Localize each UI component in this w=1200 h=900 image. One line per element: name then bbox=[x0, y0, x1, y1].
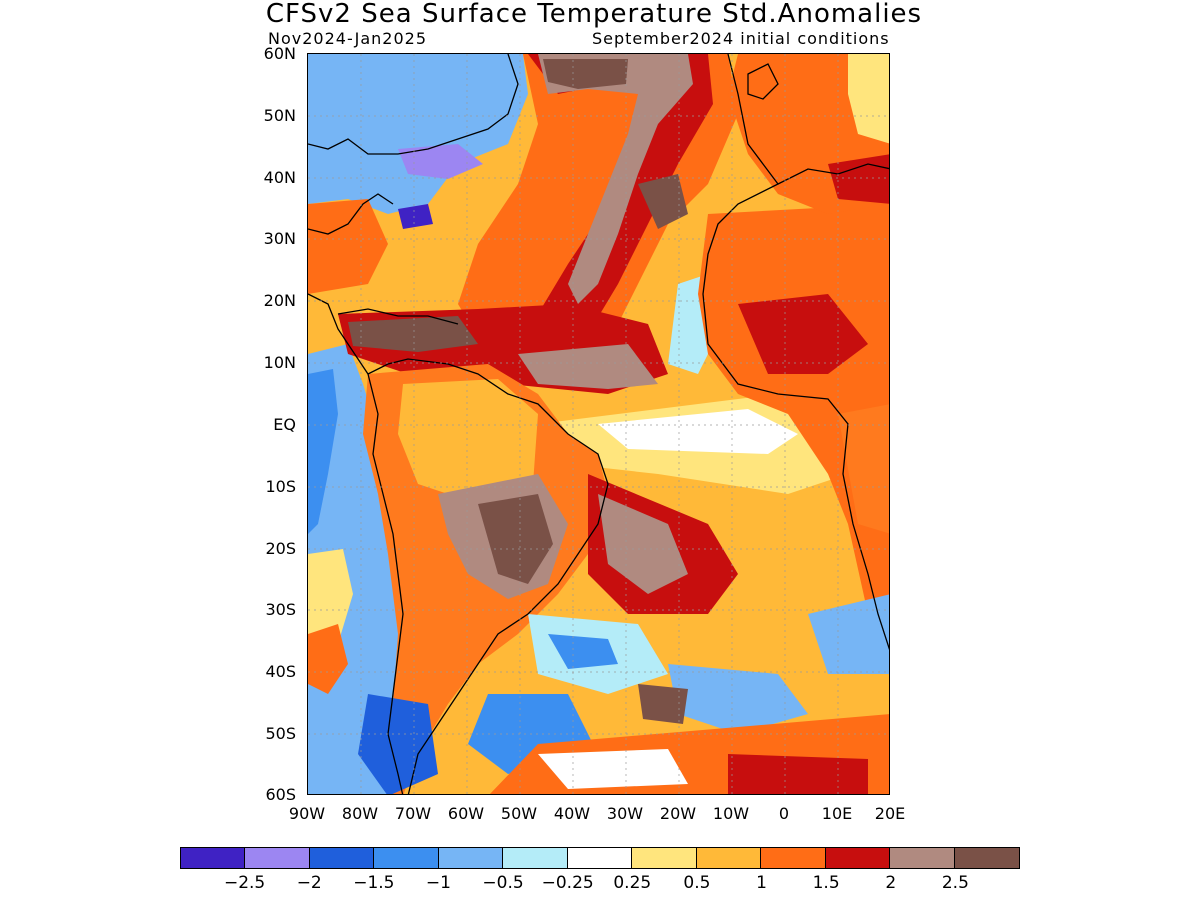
lat-label: 10N bbox=[263, 353, 296, 372]
lat-label: 60S bbox=[265, 785, 296, 804]
lat-label: 40S bbox=[265, 662, 296, 681]
s-atlantic-max-blob bbox=[638, 684, 688, 724]
lat-label: 40N bbox=[263, 168, 296, 187]
graticule bbox=[308, 54, 889, 794]
anomaly-map bbox=[307, 53, 890, 795]
lon-label: 40W bbox=[553, 804, 591, 823]
colorbar-swatch bbox=[890, 848, 955, 868]
us-east-coast bbox=[308, 193, 394, 235]
lon-label: 20W bbox=[659, 804, 697, 823]
pacific-strong-cool bbox=[308, 369, 338, 534]
colorbar-label: −1.5 bbox=[353, 873, 395, 893]
amazon-warm bbox=[398, 379, 538, 504]
brazil-max bbox=[478, 494, 553, 584]
colorbar-label: −2.5 bbox=[223, 873, 266, 893]
lon-label: 10E bbox=[821, 804, 853, 823]
lon-label: 80W bbox=[341, 804, 379, 823]
anomaly-map-canvas bbox=[308, 54, 889, 794]
pacific-warm-patch bbox=[308, 549, 353, 654]
sahel-strong bbox=[738, 294, 868, 374]
south-america-west-coast bbox=[367, 373, 404, 794]
central-africa bbox=[838, 404, 889, 534]
colorbar-swatch bbox=[825, 848, 891, 868]
colorbar-swatch bbox=[954, 848, 1020, 868]
colorbar-label: 1 bbox=[756, 873, 767, 893]
colorbar-label: 2.5 bbox=[941, 873, 969, 893]
north-max-patch bbox=[543, 59, 628, 89]
british-isles bbox=[747, 63, 779, 100]
pacific-south-warm bbox=[308, 624, 348, 694]
deep-cool-patch bbox=[398, 204, 433, 229]
colorbar-swatch bbox=[181, 848, 246, 868]
lat-label: 50N bbox=[263, 106, 296, 125]
lat-label: 10S bbox=[265, 477, 296, 496]
lon-label: 20E bbox=[874, 804, 906, 823]
lon-label: 70W bbox=[394, 804, 432, 823]
colorbar-swatch bbox=[245, 848, 310, 868]
equatorial-neutral bbox=[598, 409, 798, 454]
colorbar-swatch bbox=[761, 848, 826, 868]
map-title: CFSv2 Sea Surface Temperature Std.Anomal… bbox=[265, 0, 923, 29]
lon-label: 90W bbox=[288, 804, 326, 823]
colorbar-label: −0.25 bbox=[541, 873, 594, 893]
lon-label: 10W bbox=[712, 804, 750, 823]
colorbar-swatch bbox=[374, 848, 439, 868]
colorbar-label: −0.5 bbox=[482, 873, 524, 893]
lon-label: 30W bbox=[606, 804, 644, 823]
colorbar-label: −2 bbox=[296, 873, 322, 893]
colorbar-label: −1 bbox=[425, 873, 451, 893]
n-atlantic-extreme-warm bbox=[538, 54, 693, 304]
lon-label: 0 bbox=[778, 804, 790, 823]
colorbar bbox=[180, 847, 1020, 869]
lat-label: 60N bbox=[263, 44, 296, 63]
us-coast-warm bbox=[308, 199, 388, 294]
lon-label: 60W bbox=[447, 804, 485, 823]
colorbar-swatch bbox=[632, 848, 697, 868]
lat-label: EQ bbox=[273, 415, 296, 434]
benguela-cool bbox=[808, 594, 889, 674]
americas-east-coast bbox=[308, 293, 609, 794]
lat-label: 50S bbox=[265, 724, 296, 743]
north-america-coast bbox=[308, 54, 519, 155]
chile-cool bbox=[358, 694, 438, 794]
southern-strong-warm bbox=[728, 754, 868, 794]
forecast-period: Nov2024-Jan2025 bbox=[268, 29, 427, 48]
mid-max-patch bbox=[638, 174, 688, 229]
colorbar-label: 0.5 bbox=[683, 873, 711, 893]
tropical-atlantic-max bbox=[518, 344, 658, 389]
coastlines bbox=[308, 54, 889, 794]
colorbar-swatch bbox=[567, 848, 633, 868]
africa-europe-coast bbox=[702, 54, 889, 650]
colorbar-label: 1.5 bbox=[812, 873, 840, 893]
lat-label: 30N bbox=[263, 229, 296, 248]
mediterranean-warm bbox=[828, 154, 889, 204]
colorbar-label: 2 bbox=[885, 873, 897, 893]
southern-neutral bbox=[538, 749, 688, 789]
lat-label: 20S bbox=[265, 539, 296, 558]
lat-label: 20N bbox=[263, 291, 296, 310]
colorbar-label: 0.25 bbox=[613, 873, 652, 893]
lat-label: 30S bbox=[265, 600, 296, 619]
caribbean-max bbox=[348, 316, 478, 352]
caribbean-islands bbox=[337, 308, 459, 325]
colorbar-swatch bbox=[438, 848, 504, 868]
s-atlantic-cool-3 bbox=[668, 664, 808, 734]
s-atlantic-extreme bbox=[598, 494, 688, 594]
initial-conditions: September2024 initial conditions bbox=[592, 29, 890, 48]
lon-label: 50W bbox=[500, 804, 538, 823]
scandinavia-pale bbox=[848, 54, 889, 144]
colorbar-swatch bbox=[696, 848, 762, 868]
nw-atlantic-cool bbox=[308, 54, 528, 214]
colorbar-swatch bbox=[309, 848, 375, 868]
gulf-stream-cool bbox=[398, 144, 483, 179]
s-atlantic-cool-2 bbox=[548, 634, 618, 669]
colorbar-swatch bbox=[503, 848, 568, 868]
